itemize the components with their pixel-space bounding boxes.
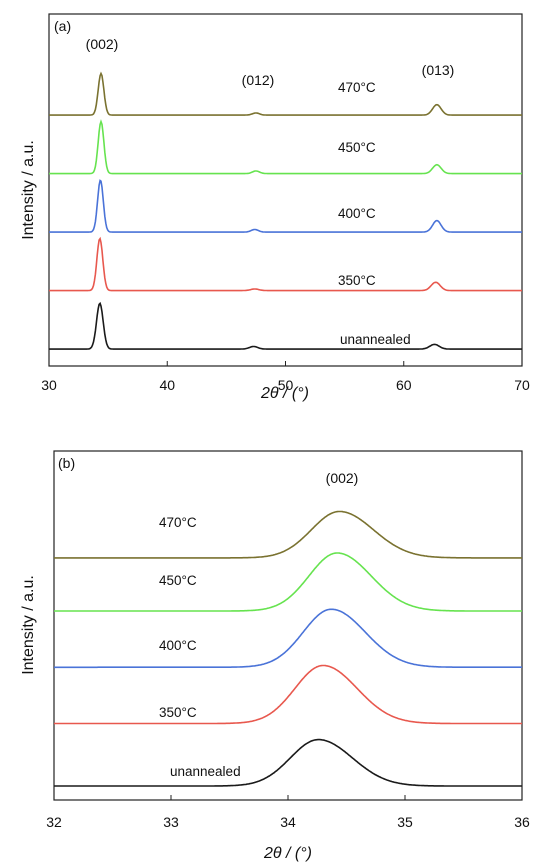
series-group-b <box>54 510 522 787</box>
series-label-b-2: 400°C <box>159 638 197 653</box>
series-label-a-2: 400°C <box>338 206 376 221</box>
series-label-a-1: 350°C <box>338 273 376 288</box>
x-axis-title-a: 2θ / (°) <box>260 385 309 402</box>
plot-frame-b <box>53 450 523 801</box>
series-line-a-1 <box>49 236 522 292</box>
series-label-b-1: 350°C <box>159 705 197 720</box>
peak-label-b-0: (002) <box>326 470 359 486</box>
x-axis-title-b: 2θ / (°) <box>263 845 312 862</box>
peak-label-a-0: (002) <box>86 36 119 52</box>
x-tick-label-a-3: 60 <box>396 377 412 393</box>
series-line-b-4 <box>54 510 522 559</box>
panel-label-b: (b) <box>58 455 75 471</box>
y-axis-title-a: Intensity / a.u. <box>20 140 37 240</box>
peak-labels-b: (002) <box>326 470 359 486</box>
series-line-a-3 <box>49 119 522 175</box>
series-line-a-2 <box>49 179 522 233</box>
x-axis-a: 30 40 50 60 70 <box>41 361 530 393</box>
y-axis-title-b: Intensity / a.u. <box>20 575 37 675</box>
panel-b: (b) 32 33 34 35 36 2θ / (°) Intensity / a.u.… <box>20 450 530 862</box>
series-label-b-3: 450°C <box>159 573 197 588</box>
series-line-b-3 <box>54 552 522 612</box>
series-label-b-0: unannealed <box>170 764 241 779</box>
x-axis-b: 32 33 34 35 36 <box>46 795 530 830</box>
x-tick-label-a-0: 30 <box>41 377 57 393</box>
series-line-a-4 <box>49 71 522 116</box>
panel-a: (a) 30 40 50 60 70 2θ / (°) Intensity / a.u.… <box>20 13 530 402</box>
x-tick-label-a-4: 70 <box>514 377 530 393</box>
x-tick-label-a-1: 40 <box>159 377 175 393</box>
series-line-a-0 <box>49 301 522 350</box>
peak-label-a-2: (013) <box>422 62 455 78</box>
x-tick-label-a-2: 50 <box>278 377 294 393</box>
panel-label-a: (a) <box>54 18 71 34</box>
series-labels-a: unannealed 350°C 400°C 450°C 470°C <box>338 80 411 347</box>
peak-label-a-1: (012) <box>242 72 275 88</box>
x-tick-label-b-0: 32 <box>46 814 62 830</box>
x-tick-label-b-3: 35 <box>397 814 413 830</box>
series-labels-b: unannealed 350°C 400°C 450°C 470°C <box>159 515 241 779</box>
x-tick-label-b-1: 33 <box>163 814 179 830</box>
x-tick-label-b-4: 36 <box>514 814 530 830</box>
series-label-a-0: unannealed <box>340 332 411 347</box>
series-label-b-4: 470°C <box>159 515 197 530</box>
series-label-a-4: 470°C <box>338 80 376 95</box>
series-label-a-3: 450°C <box>338 140 376 155</box>
series-line-b-0 <box>54 738 522 787</box>
x-tick-label-b-2: 34 <box>280 814 296 830</box>
series-group-a <box>49 71 522 350</box>
peak-labels-a: (002) (012) (013) <box>86 36 455 88</box>
series-line-b-2 <box>54 608 522 669</box>
series-line-b-1 <box>54 664 522 725</box>
